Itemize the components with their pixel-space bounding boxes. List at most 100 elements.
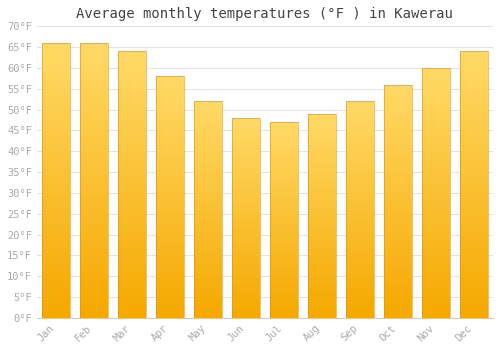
Bar	[270, 169, 298, 171]
Bar	[346, 205, 374, 208]
Bar	[460, 161, 488, 163]
Bar	[232, 200, 260, 202]
Bar	[384, 267, 412, 269]
Bar	[460, 83, 488, 86]
Bar	[270, 238, 298, 239]
Bar	[384, 94, 412, 96]
Bar	[422, 236, 450, 238]
Bar	[422, 155, 450, 158]
Bar	[384, 218, 412, 220]
Bar	[384, 302, 412, 304]
Bar	[460, 240, 488, 243]
Bar	[422, 275, 450, 278]
Bar	[156, 93, 184, 96]
Bar	[384, 171, 412, 173]
Bar	[422, 168, 450, 170]
Bar	[384, 85, 412, 318]
Bar	[346, 242, 374, 244]
Bar	[118, 203, 146, 206]
Bar	[422, 240, 450, 243]
Bar	[346, 312, 374, 314]
Bar	[460, 219, 488, 222]
Bar	[460, 121, 488, 123]
Bar	[232, 144, 260, 146]
Bar	[270, 152, 298, 153]
Bar	[422, 183, 450, 186]
Bar	[346, 238, 374, 240]
Bar	[80, 134, 108, 136]
Bar	[232, 256, 260, 258]
Bar	[460, 118, 488, 121]
Bar	[194, 149, 222, 151]
Bar	[384, 150, 412, 152]
Bar	[422, 233, 450, 236]
Bar	[384, 152, 412, 155]
Bar	[384, 106, 412, 108]
Bar	[346, 177, 374, 179]
Bar	[118, 211, 146, 214]
Bar	[346, 233, 374, 236]
Bar	[346, 140, 374, 142]
Bar	[194, 314, 222, 316]
Bar	[118, 94, 146, 97]
Bar	[422, 303, 450, 305]
Bar	[270, 218, 298, 220]
Bar	[156, 84, 184, 86]
Bar	[270, 304, 298, 306]
Bar	[346, 117, 374, 119]
Bar	[460, 265, 488, 267]
Bar	[156, 286, 184, 289]
Bar	[384, 148, 412, 150]
Bar	[308, 303, 336, 306]
Bar	[118, 83, 146, 86]
Bar	[194, 160, 222, 162]
Bar	[156, 199, 184, 202]
Bar	[422, 265, 450, 268]
Bar	[42, 282, 70, 285]
Bar	[156, 86, 184, 88]
Bar	[270, 261, 298, 263]
Bar	[270, 273, 298, 275]
Bar	[156, 161, 184, 163]
Bar	[118, 296, 146, 299]
Bar	[42, 230, 70, 233]
Bar	[42, 101, 70, 103]
Bar	[42, 103, 70, 106]
Bar	[118, 259, 146, 262]
Bar	[270, 212, 298, 214]
Bar	[460, 86, 488, 89]
Bar	[232, 312, 260, 314]
Bar	[308, 185, 336, 187]
Bar	[308, 210, 336, 212]
Bar	[232, 264, 260, 266]
Bar	[232, 184, 260, 186]
Bar	[422, 68, 450, 70]
Bar	[270, 269, 298, 271]
Bar	[42, 95, 70, 98]
Bar	[80, 87, 108, 90]
Bar	[194, 112, 222, 114]
Bar	[232, 276, 260, 278]
Bar	[118, 57, 146, 59]
Bar	[270, 204, 298, 206]
Bar	[308, 202, 336, 204]
Bar	[194, 272, 222, 274]
Bar	[270, 153, 298, 155]
Bar	[80, 266, 108, 268]
Bar	[346, 192, 374, 194]
Bar	[384, 197, 412, 199]
Bar	[346, 108, 374, 110]
Bar	[194, 244, 222, 246]
Bar	[384, 297, 412, 299]
Bar	[194, 170, 222, 173]
Bar	[308, 224, 336, 226]
Bar	[156, 270, 184, 272]
Bar	[194, 277, 222, 279]
Bar	[118, 310, 146, 313]
Bar	[422, 108, 450, 110]
Bar	[422, 128, 450, 131]
Bar	[308, 191, 336, 193]
Bar	[232, 230, 260, 232]
Bar	[460, 294, 488, 296]
Bar	[118, 113, 146, 115]
